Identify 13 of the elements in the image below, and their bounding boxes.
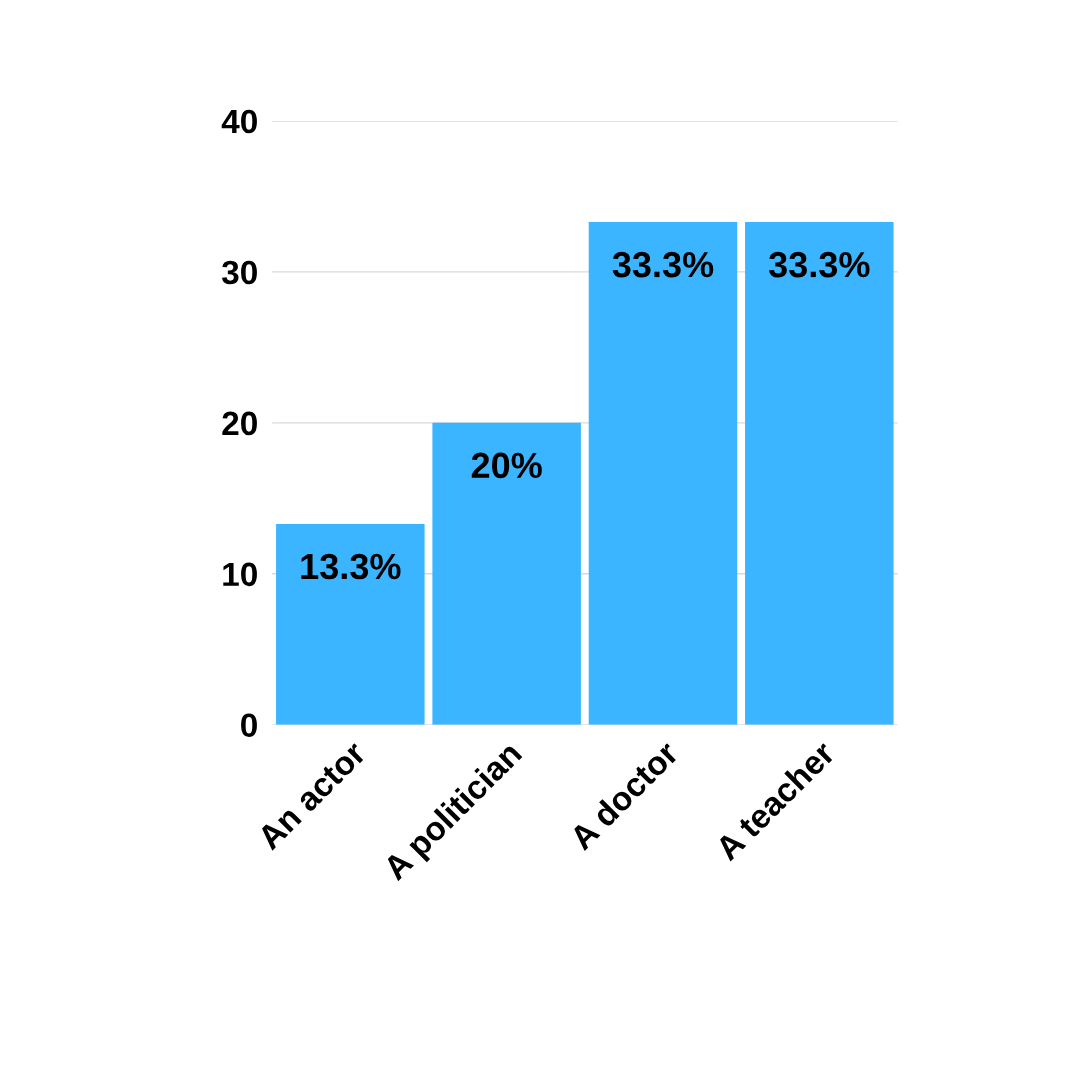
y-tick-label: 30 (221, 260, 257, 285)
bar (276, 523, 425, 725)
y-tick-label: 40 (221, 109, 257, 134)
y-tick-label: 10 (223, 562, 257, 587)
data-label: 33.3% (768, 251, 870, 278)
y-tick-label: 0 (241, 713, 257, 738)
bar (588, 222, 738, 725)
bar (745, 222, 894, 725)
data-label: 20% (471, 452, 542, 479)
data-label: 33.3% (612, 251, 714, 278)
data-label: 13.3% (301, 553, 401, 580)
bar (432, 422, 581, 725)
y-tick-label: 20 (222, 411, 257, 436)
